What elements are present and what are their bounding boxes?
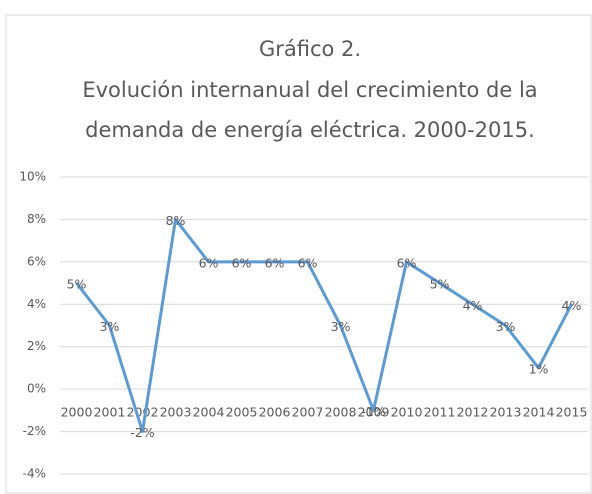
x-tick-label: 2002 xyxy=(127,405,159,420)
x-tick-label: 2000 xyxy=(61,405,93,420)
chart-frame xyxy=(5,14,592,494)
data-label: 4% xyxy=(562,298,582,313)
y-tick-label: 8% xyxy=(27,212,46,226)
data-label: 6% xyxy=(265,255,285,270)
data-label: 6% xyxy=(232,255,252,270)
data-label: 1% xyxy=(529,361,549,376)
y-tick-label: 0% xyxy=(27,382,46,396)
data-line xyxy=(75,217,573,434)
data-label: 5% xyxy=(67,277,87,292)
data-label: 8% xyxy=(166,213,186,228)
y-tick-label: -4% xyxy=(23,467,46,481)
x-tick-label: 2004 xyxy=(193,405,225,420)
chart-title: demanda de energía eléctrica. 2000-2015. xyxy=(85,118,535,142)
x-tick-label: 2010 xyxy=(391,405,423,420)
data-label: -1% xyxy=(361,404,385,419)
data-label: 3% xyxy=(496,319,516,334)
data-label: -2% xyxy=(130,425,154,440)
data-label: 3% xyxy=(331,319,351,334)
data-label: 3% xyxy=(100,319,120,334)
data-label: 6% xyxy=(298,255,318,270)
x-tick-label: 2013 xyxy=(490,405,522,420)
x-tick-label: 2005 xyxy=(226,405,258,420)
x-tick-label: 2009 xyxy=(358,405,390,420)
x-tick-label: 2003 xyxy=(160,405,192,420)
y-tick-label: 6% xyxy=(27,254,46,268)
data-label: 5% xyxy=(430,277,450,292)
x-tick-label: 2006 xyxy=(259,405,291,420)
x-tick-label: 2007 xyxy=(292,405,324,420)
y-tick-label: 4% xyxy=(27,297,46,311)
y-tick-label: 10% xyxy=(19,170,46,184)
data-label: 6% xyxy=(199,255,219,270)
x-tick-label: 2014 xyxy=(523,405,555,420)
y-tick-label: 2% xyxy=(27,339,46,353)
data-label: 4% xyxy=(463,298,483,313)
x-tick-label: 2001 xyxy=(94,405,126,420)
x-tick-label: 2012 xyxy=(457,405,489,420)
data-label: 6% xyxy=(397,255,417,270)
x-tick-label: 2011 xyxy=(424,405,456,420)
chart-title: Evolución internanual del crecimiento de… xyxy=(82,78,537,102)
chart-title: Gráfico 2. xyxy=(259,37,361,61)
x-tick-label: 2008 xyxy=(325,405,357,420)
x-tick-label: 2015 xyxy=(556,405,588,420)
y-tick-label: -2% xyxy=(23,424,46,438)
